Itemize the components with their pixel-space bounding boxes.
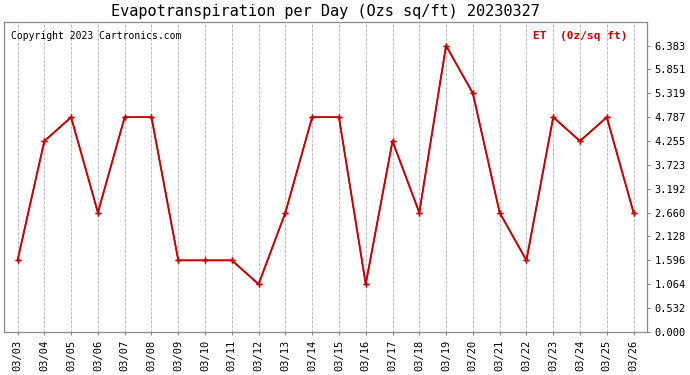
ET  (0z/sq ft) <box>602 115 611 120</box>
ET  (0z/sq ft) <box>388 139 397 143</box>
ET  (0z/sq ft) <box>308 115 316 120</box>
ET  (0z/sq ft) <box>94 210 102 215</box>
ET  (0z/sq ft) <box>549 115 558 120</box>
ET  (0z/sq ft) <box>495 210 504 215</box>
ET  (0z/sq ft) <box>335 115 343 120</box>
Title: Evapotranspiration per Day (Ozs sq/ft) 20230327: Evapotranspiration per Day (Ozs sq/ft) 2… <box>111 4 540 19</box>
Text: Copyright 2023 Cartronics.com: Copyright 2023 Cartronics.com <box>10 31 181 41</box>
ET  (0z/sq ft) <box>469 91 477 96</box>
ET  (0z/sq ft) <box>522 258 531 262</box>
ET  (0z/sq ft) <box>629 210 638 215</box>
ET  (0z/sq ft) <box>121 115 129 120</box>
ET  (0z/sq ft) <box>174 258 182 262</box>
ET  (0z/sq ft) <box>415 210 424 215</box>
ET  (0z/sq ft) <box>13 258 21 262</box>
ET  (0z/sq ft) <box>442 44 450 48</box>
ET  (0z/sq ft) <box>201 258 209 262</box>
ET  (0z/sq ft) <box>255 282 263 286</box>
Line: ET  (0z/sq ft): ET (0z/sq ft) <box>14 42 637 288</box>
ET  (0z/sq ft) <box>282 210 290 215</box>
ET  (0z/sq ft) <box>228 258 236 262</box>
ET  (0z/sq ft) <box>362 282 370 286</box>
ET  (0z/sq ft) <box>576 139 584 143</box>
ET  (0z/sq ft) <box>148 115 156 120</box>
Text: ET  (0z/sq ft): ET (0z/sq ft) <box>533 31 628 41</box>
ET  (0z/sq ft) <box>40 139 48 143</box>
ET  (0z/sq ft) <box>67 115 75 120</box>
